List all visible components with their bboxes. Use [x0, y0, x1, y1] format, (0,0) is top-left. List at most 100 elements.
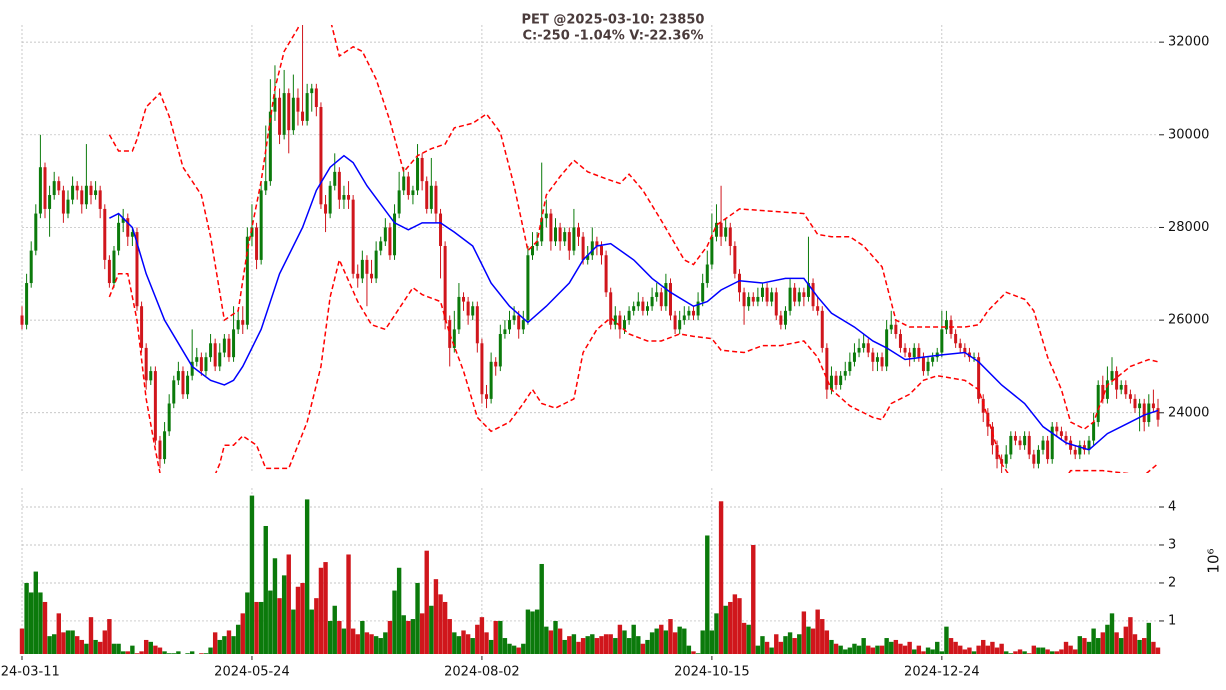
candle-body	[760, 287, 764, 297]
candle-body	[586, 255, 590, 260]
volume-bar	[875, 645, 880, 654]
candle-body	[199, 357, 203, 372]
candle-body	[898, 334, 902, 348]
candle-body	[857, 347, 861, 353]
candle-body	[963, 347, 967, 353]
volume-bar	[488, 639, 494, 654]
volume-bar	[590, 634, 595, 654]
volume-bar	[406, 620, 411, 654]
candle-body	[457, 296, 461, 330]
volume-bar	[751, 544, 756, 654]
candle-body	[337, 171, 341, 200]
volume-bar	[1105, 624, 1110, 654]
volume-bar	[56, 613, 61, 654]
volume-bar	[28, 592, 34, 654]
y-tick-label: 26000	[1168, 313, 1209, 328]
candle-body	[388, 227, 392, 256]
candle-body	[1133, 398, 1137, 409]
volume-bar	[1151, 641, 1156, 654]
candle-body	[347, 195, 351, 200]
volume-bar	[387, 620, 393, 654]
volume-bar	[599, 636, 604, 654]
candle-body	[848, 361, 852, 372]
volume-bar	[1086, 641, 1092, 654]
volume-bar	[212, 632, 218, 654]
candle-body	[402, 176, 406, 191]
y-tick-label: 28000	[1168, 220, 1209, 235]
candle-body	[788, 287, 792, 311]
candle-body	[866, 343, 870, 353]
volume-bar	[217, 639, 222, 654]
volume-bar	[1040, 647, 1046, 654]
candle-body	[678, 320, 682, 330]
candle-body	[1064, 435, 1068, 441]
volume-bar	[1096, 638, 1101, 654]
volume-bar	[309, 609, 314, 654]
volume-bar	[801, 611, 807, 654]
volume-bar	[806, 626, 811, 654]
candle-body	[912, 347, 916, 358]
candle-body	[149, 371, 153, 381]
candle-body	[682, 315, 686, 321]
candle-body	[98, 190, 102, 209]
candle-body	[558, 227, 562, 242]
volume-bar	[1008, 653, 1014, 654]
volume-bar	[456, 636, 462, 654]
volume-bar	[557, 628, 563, 654]
candle-body	[94, 190, 98, 196]
volume-bar	[737, 598, 742, 654]
candle-body	[452, 329, 456, 348]
volume-bar	[967, 647, 972, 654]
volume-bar	[755, 645, 761, 654]
y-tick-label: 30000	[1168, 127, 1209, 142]
volume-bar	[576, 641, 581, 654]
volume-bar	[447, 619, 452, 654]
volume-bar	[272, 558, 278, 654]
volume-bar	[898, 643, 903, 654]
candle-body	[434, 185, 438, 214]
candle-body	[926, 361, 930, 372]
candle-body	[972, 357, 976, 359]
candle-body	[770, 292, 774, 302]
volume-bar	[792, 638, 797, 654]
volume-bar	[465, 634, 471, 654]
candle-body	[305, 93, 309, 121]
volume-bar	[866, 645, 871, 654]
candle-body	[158, 440, 162, 460]
candle-body	[517, 315, 521, 330]
volume-bar	[728, 601, 733, 654]
volume-bar	[636, 636, 641, 654]
volume-bar	[74, 636, 80, 654]
volume-bar	[433, 579, 439, 654]
candle-body	[843, 371, 847, 376]
volume-bar	[889, 641, 894, 654]
volume-bar	[1073, 649, 1078, 654]
candle-body	[1101, 384, 1105, 399]
volume-bar	[295, 586, 301, 654]
candle-body	[710, 236, 714, 265]
candle-body	[1023, 435, 1027, 446]
volume-bar	[921, 651, 926, 654]
volume-bar	[691, 651, 696, 654]
volume-bar	[346, 554, 351, 654]
candle-body	[1082, 445, 1086, 450]
volume-bar	[424, 550, 429, 654]
candle-body	[34, 213, 38, 251]
candle-body	[167, 403, 171, 432]
candle-body	[664, 283, 668, 307]
volume-bar	[944, 626, 949, 654]
volume-bar	[226, 630, 232, 654]
volume-bar	[1054, 651, 1060, 654]
volume-bar	[916, 645, 922, 654]
candle-body	[255, 227, 259, 260]
candle-body	[411, 190, 415, 196]
volume-bar	[327, 620, 333, 654]
candle-body	[944, 320, 948, 330]
volume-bar	[999, 643, 1004, 654]
candle-body	[1092, 422, 1096, 441]
candle-body	[1156, 408, 1160, 420]
candle-body	[52, 181, 56, 196]
candle-body	[705, 264, 709, 284]
candle-body	[29, 250, 33, 284]
volume-bar	[438, 594, 443, 654]
